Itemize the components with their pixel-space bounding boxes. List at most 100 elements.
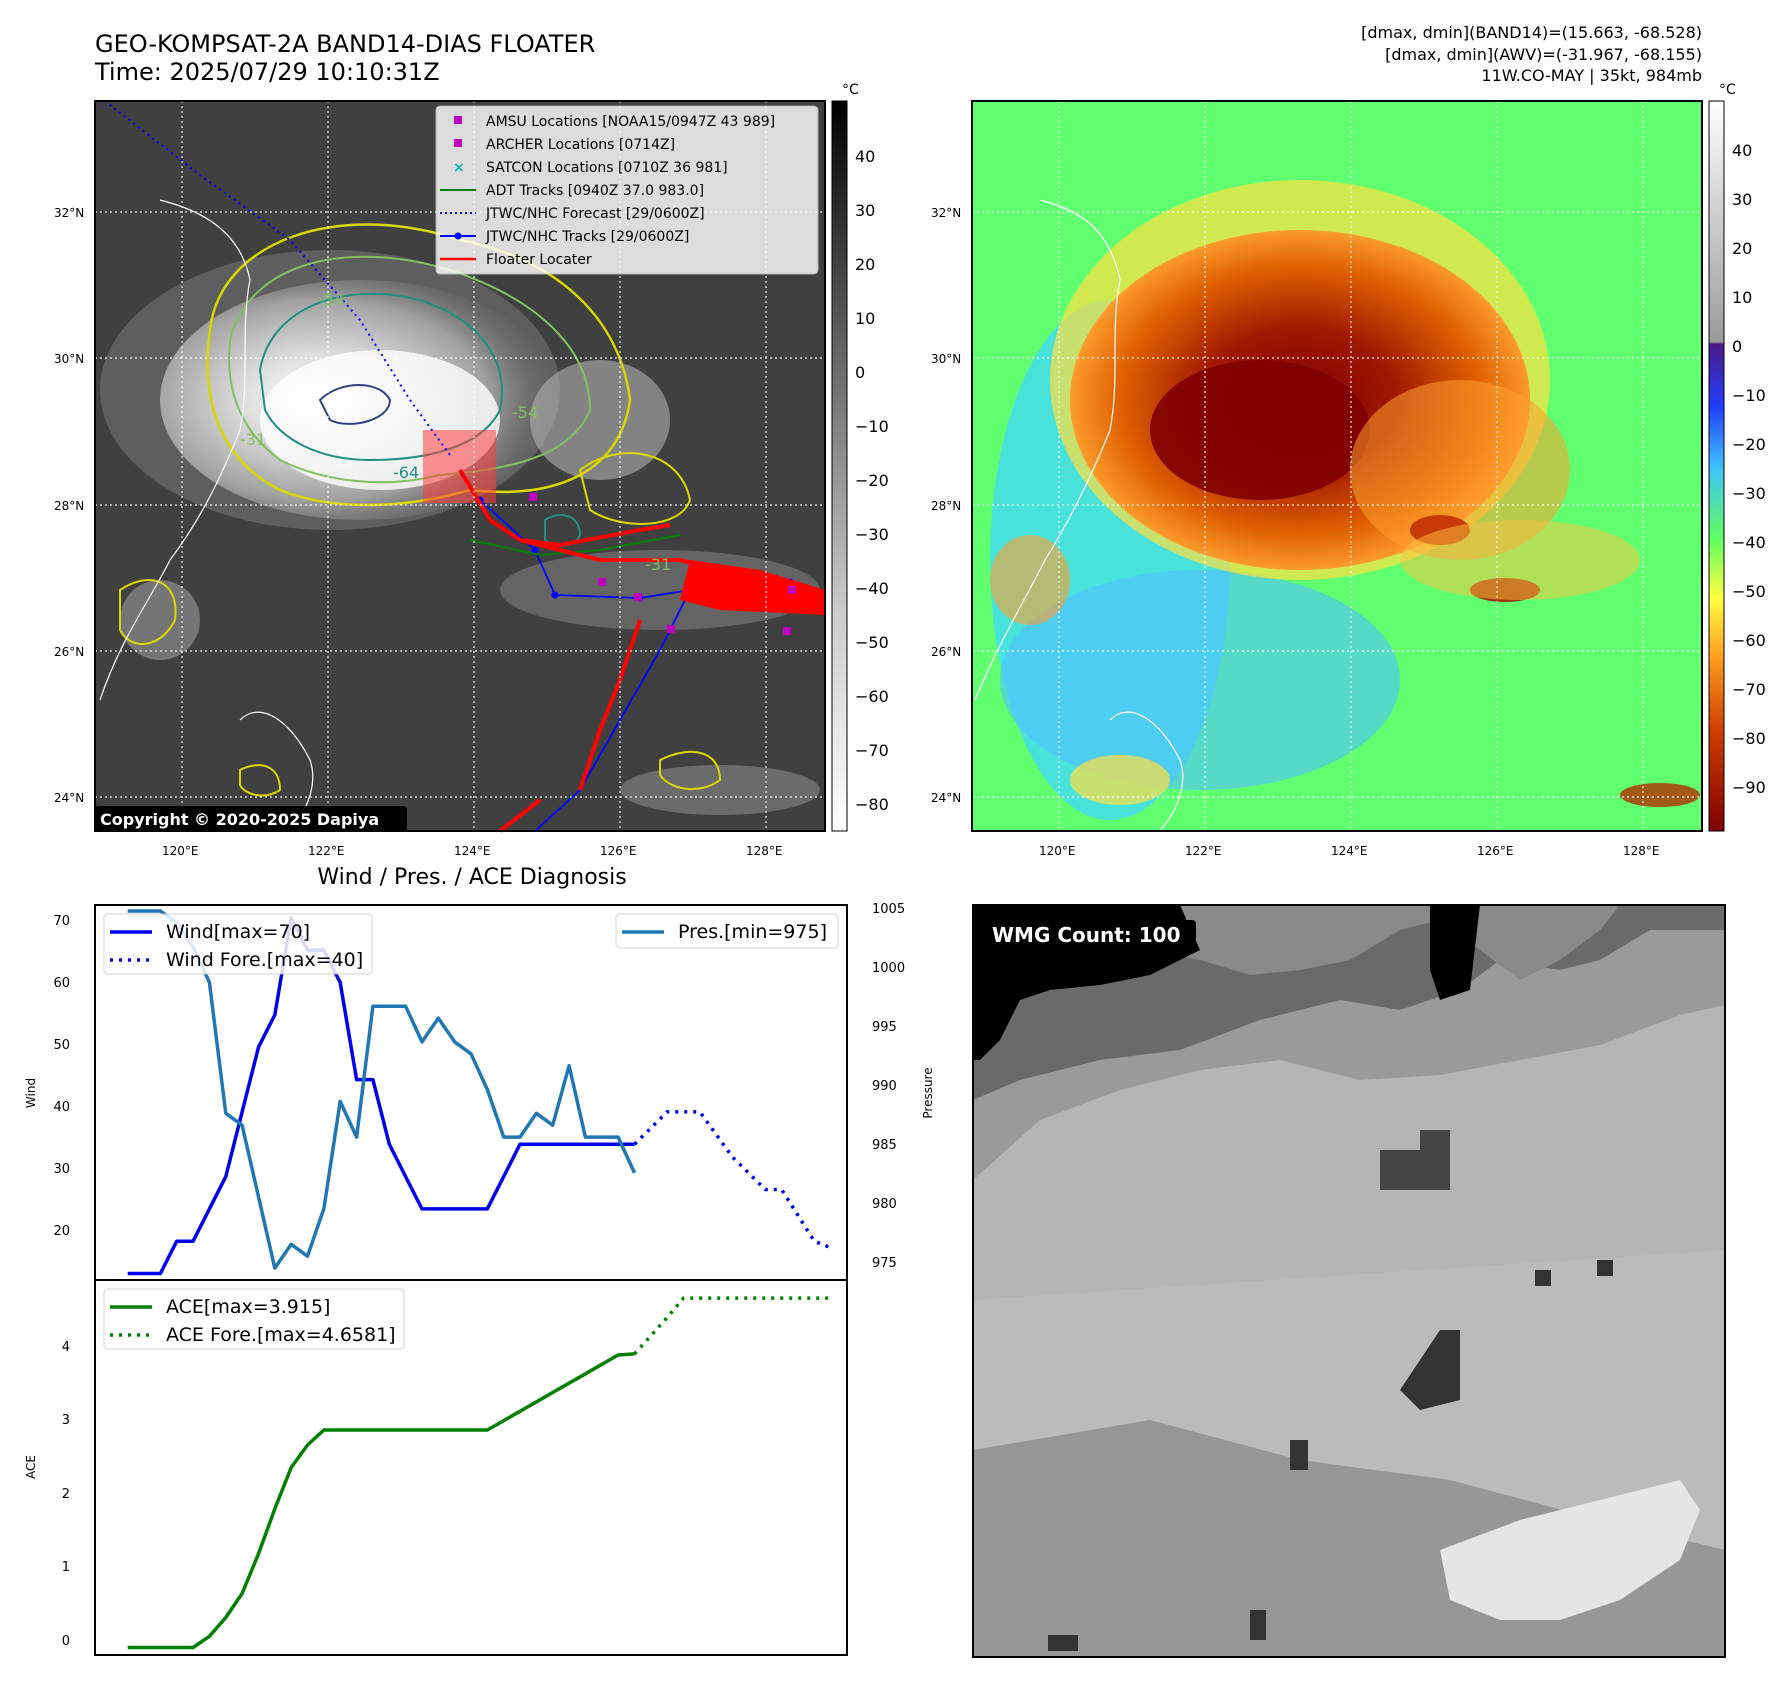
contour-label: -64 [393, 463, 419, 482]
legend-label: ACE Fore.[max=4.6581] [166, 1324, 396, 1346]
legend-label: ADT Tracks [0940Z 37.0 983.0] [486, 183, 704, 199]
gray-colorbar-tick: −80 [855, 795, 889, 814]
wind-pressure-chart: 20 30 40 50 60 70 975 980 985 990 995 10… [24, 902, 935, 1281]
figure-time: Time: 2025/07/29 10:10:31Z [94, 58, 440, 86]
ace-ytick: 3 [62, 1413, 70, 1428]
color-colorbar-tick: 0 [1732, 337, 1742, 356]
map-legend: AMSU Locations [NOAA15/0947Z 43 989] ARC… [435, 105, 819, 275]
wmg-count-badge: WMG Count: 100 [986, 920, 1196, 950]
wind-y-ticks: 20 30 40 50 60 70 [53, 914, 70, 1239]
gray-colorbar-tick: −30 [855, 525, 889, 544]
svg-text:×: × [453, 160, 465, 176]
legend-floater: Floater Locater [440, 252, 592, 268]
pressure-ytick: 985 [872, 1138, 897, 1153]
ace-ylabel: ACE [24, 1455, 38, 1479]
lon-label: 120°E [162, 844, 199, 858]
contour-label: -31 [240, 430, 266, 449]
gray-colorbar-tick: −50 [855, 633, 889, 652]
legend-jtwc-tracks: JTWC/NHC Tracks [29/0600Z] [440, 229, 689, 245]
lon-label: 128°E [1623, 844, 1660, 858]
wind-legend: Wind[max=70] Wind Fore.[max=40] [103, 913, 373, 975]
ace-y-ticks: 0 1 2 3 4 [62, 1340, 70, 1649]
contour-label: -31 [645, 555, 671, 574]
pressure-ytick: 1000 [872, 961, 905, 976]
color-colorbar-tick: 40 [1732, 141, 1752, 160]
color-colorbar-tick: −90 [1732, 778, 1766, 797]
lon-label: 126°E [1477, 844, 1514, 858]
info-storm: 11W.CO-MAY | 35kt, 984mb [1481, 66, 1702, 85]
legend-satcon: × SATCON Locations [0710Z 36 981] [453, 160, 728, 176]
color-colorbar-tick: −30 [1732, 484, 1766, 503]
wind-ytick: 40 [53, 1100, 70, 1115]
lat-label: 32°N [931, 206, 961, 220]
wmg-panel: WMG Count: 100 [972, 904, 1726, 1658]
wind-ytick: 30 [53, 1162, 70, 1177]
lon-label: 122°E [1185, 844, 1222, 858]
color-colorbar-tick: −50 [1732, 582, 1766, 601]
wind-marks [127, 909, 832, 1276]
contour-label: -54 [512, 403, 538, 422]
lon-label: 120°E [1039, 844, 1076, 858]
figure-title: GEO-KOMPSAT-2A BAND14-DIAS FLOATER [95, 30, 595, 58]
copyright-badge: Copyright © 2020-2025 Dapiya [95, 806, 407, 832]
color-colorbar-tick: −40 [1732, 533, 1766, 552]
pressure-ytick: 995 [872, 1020, 897, 1035]
gray-colorbar-tick: 0 [855, 363, 865, 382]
legend-jtwc-forecast: JTWC/NHC Forecast [29/0600Z] [440, 206, 705, 222]
wind-ytick: 60 [53, 976, 70, 991]
legend-label: ARCHER Locations [0714Z] [486, 137, 675, 153]
ace-ytick: 4 [62, 1340, 70, 1355]
legend-amsu: AMSU Locations [NOAA15/0947Z 43 989] [454, 114, 775, 130]
gray-colorbar-tick: 20 [855, 255, 875, 274]
legend-label: Pres.[min=975] [678, 921, 827, 943]
wind-ytick: 70 [53, 914, 70, 929]
pressure-y-ticks: 975 980 985 990 995 1000 1005 [872, 902, 905, 1271]
legend-adt: ADT Tracks [0940Z 37.0 983.0] [440, 183, 704, 199]
ace-ytick: 1 [62, 1560, 70, 1575]
gray-colorbar-tick: −60 [855, 687, 889, 706]
lat-label: 26°N [931, 645, 961, 659]
lon-label: 126°E [600, 844, 637, 858]
gray-colorbar-tick: 10 [855, 309, 875, 328]
color-colorbar-tick: −20 [1732, 435, 1766, 454]
color-colorbar-tick: −10 [1732, 386, 1766, 405]
lon-label: 122°E [308, 844, 345, 858]
gray-colorbar-tick: −20 [855, 471, 889, 490]
color-colorbar-tick: 30 [1732, 190, 1752, 209]
lat-label: 30°N [931, 352, 961, 366]
lon-label: 124°E [1331, 844, 1368, 858]
legend-label: AMSU Locations [NOAA15/0947Z 43 989] [486, 114, 775, 130]
copyright-text: Copyright © 2020-2025 Dapiya [100, 810, 379, 829]
lat-label: 28°N [931, 499, 961, 513]
pressure-ytick: 990 [872, 1079, 897, 1094]
series-line-1 [633, 1296, 831, 1356]
gray-colorbar-tick: −10 [855, 417, 889, 436]
ace-ytick: 0 [62, 1634, 70, 1649]
wind-ytick: 20 [53, 1224, 70, 1239]
legend-label: Floater Locater [486, 252, 592, 268]
pressure-ylabel: Pressure [921, 1067, 935, 1118]
gray-colorbar-tick: 30 [855, 201, 875, 220]
ace-ytick: 2 [62, 1487, 70, 1502]
legend-label: ACE[max=3.915] [166, 1296, 330, 1318]
wmg-count-text: WMG Count: 100 [992, 923, 1181, 947]
lat-label: 26°N [54, 645, 84, 659]
legend-label: Wind Fore.[max=40] [166, 949, 363, 971]
lat-label: 28°N [54, 499, 84, 513]
ace-legend: ACE[max=3.915] ACE Fore.[max=4.6581] [103, 1288, 405, 1350]
legend-label: SATCON Locations [0710Z 36 981] [486, 160, 728, 176]
wind-ylabel: Wind [24, 1078, 38, 1108]
series-line-2 [127, 909, 637, 1270]
map-axis-labels: 32°N 30°N 28°N 26°N 24°N 120°E 122°E 124… [54, 206, 1660, 858]
colorbar-unit: °C [1719, 82, 1736, 98]
contour-label: -54 [318, 290, 344, 309]
lon-label: 124°E [454, 844, 491, 858]
color-colorbar-tick: −70 [1732, 680, 1766, 699]
lat-label: 30°N [54, 352, 84, 366]
series-line-0 [127, 916, 635, 1276]
chart-title: Wind / Pres. / ACE Diagnosis [317, 865, 626, 890]
gray-colorbar-tick: −40 [855, 579, 889, 598]
lat-label: 24°N [931, 791, 961, 805]
colorbar-unit: °C [842, 82, 859, 98]
color-colorbar: °C 40 30 20 10 0 −10 −20 −30 −40 −50 −60… [1708, 82, 1766, 832]
